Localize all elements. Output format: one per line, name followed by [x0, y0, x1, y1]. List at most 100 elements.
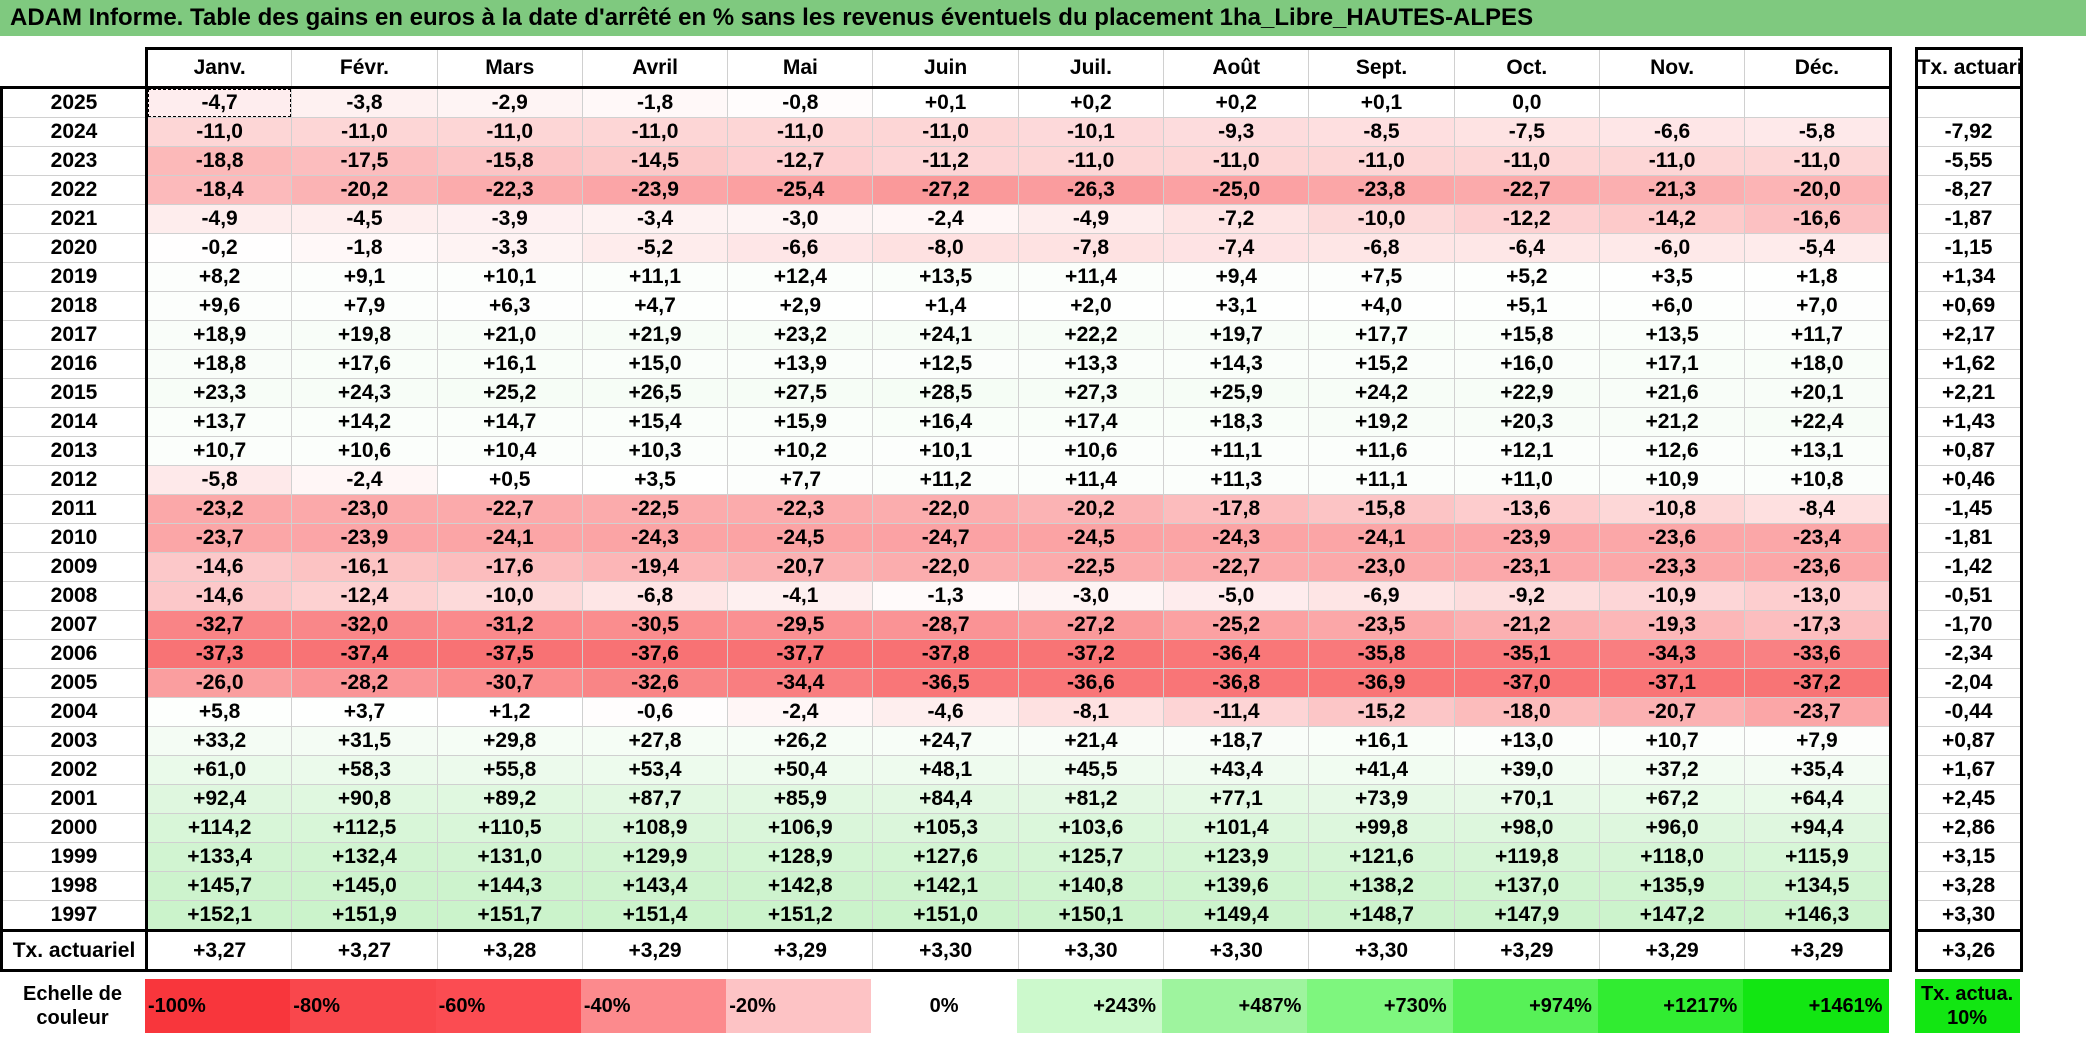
value-cell: +28,5 — [872, 378, 1019, 408]
year-cell: 2005 — [0, 668, 148, 698]
value-cell: +64,4 — [1744, 784, 1892, 814]
value-cell: +89,2 — [437, 784, 583, 814]
year-cell: 2015 — [0, 378, 148, 408]
value-cell: +10,3 — [582, 436, 729, 466]
value-cell: -21,3 — [1599, 175, 1746, 205]
value-cell: +110,5 — [437, 813, 583, 843]
value-cell: -4,7 — [146, 87, 293, 118]
value-cell: +25,2 — [437, 378, 583, 408]
year-cell: 2014 — [0, 407, 148, 437]
value-cell: +5,2 — [1454, 262, 1600, 292]
value-cell: -23,9 — [582, 175, 729, 205]
value-cell: +70,1 — [1454, 784, 1600, 814]
value-cell: +27,3 — [1018, 378, 1165, 408]
value-cell: -20,2 — [1018, 494, 1165, 524]
tx-actuariel-cell — [1914, 87, 2023, 118]
value-cell: +19,8 — [291, 320, 438, 350]
value-cell: -26,3 — [1018, 175, 1165, 205]
value-cell: -0,8 — [727, 87, 874, 118]
table-row: 2010 -23,7 -23,9 -24,1 -24,3 -24,5 -24,7 -24,5-… — [0, 523, 2023, 553]
value-cell: +3,5 — [1599, 262, 1746, 292]
value-cell: +10,4 — [437, 436, 583, 466]
value-cell: -35,1 — [1454, 639, 1600, 669]
value-cell — [1744, 87, 1892, 118]
value-cell: +20,3 — [1454, 407, 1600, 437]
value-cell: -28,2 — [291, 668, 438, 698]
tx-actuariel-value: +3,30 — [872, 930, 1019, 972]
value-cell: -10,0 — [1308, 204, 1455, 234]
value-cell: -24,3 — [1163, 523, 1310, 553]
value-cell: -8,0 — [872, 233, 1019, 263]
value-cell: +29,8 — [437, 726, 583, 756]
value-cell: +9,1 — [291, 262, 438, 292]
gap-cell — [1890, 494, 1917, 524]
table-row: 1998 +145,7 +145,0 +144,3 +143,4 +142,8 +142,1… — [0, 871, 2023, 901]
year-cell: 2000 — [0, 813, 148, 843]
table-row: 2009 -14,6 -16,1 -17,6 -19,4 -20,7 -22,0 -22,5-… — [0, 552, 2023, 582]
tx-actuariel-value: +3,30 — [1018, 930, 1165, 972]
gap-cell — [1890, 523, 1917, 553]
value-cell: +17,7 — [1308, 320, 1455, 350]
gap-cell — [1890, 204, 1917, 234]
gap-cell — [1890, 668, 1917, 698]
gap-cell — [1890, 320, 1917, 350]
value-cell: -12,7 — [727, 146, 874, 176]
value-cell: +39,0 — [1454, 755, 1600, 785]
tx-actuariel-total: +3,26 — [1914, 929, 2023, 972]
tx-actuariel-cell: +3,15 — [1914, 842, 2023, 872]
value-cell: -5,8 — [1744, 117, 1892, 147]
value-cell: +84,4 — [872, 784, 1019, 814]
value-cell: -17,8 — [1163, 494, 1310, 524]
year-cell: 2008 — [0, 581, 148, 611]
value-cell: +26,5 — [582, 378, 729, 408]
value-cell: -23,4 — [1744, 523, 1892, 553]
table-row: 2005 -26,0 -28,2 -30,7 -32,6 -34,4 -36,5 -36,6-… — [0, 668, 2023, 698]
value-cell: +55,8 — [437, 755, 583, 785]
value-cell: -3,4 — [582, 204, 729, 234]
table-row: 2019 +8,2 +9,1 +10,1 +11,1 +12,4 +13,5 +11,4 +9,… — [0, 262, 2023, 292]
value-cell: -37,3 — [146, 639, 293, 669]
value-cell: +90,8 — [291, 784, 438, 814]
value-cell: -11,0 — [727, 117, 874, 147]
value-cell: +131,0 — [437, 842, 583, 872]
value-cell: +41,4 — [1308, 755, 1455, 785]
color-scale-row: Echelle de couleur -100% -80% -60% -40% -20% 0… — [0, 979, 2020, 1033]
value-cell: -32,6 — [582, 668, 729, 698]
color-scale-cell: -20% — [726, 979, 872, 1033]
value-cell: -11,0 — [146, 117, 293, 147]
value-cell: +123,9 — [1163, 842, 1310, 872]
tx-actuariel-value: +3,28 — [437, 930, 583, 972]
value-cell: -34,4 — [727, 668, 874, 698]
value-cell: -22,0 — [872, 552, 1019, 582]
value-cell: +37,2 — [1599, 755, 1746, 785]
value-cell: -22,0 — [872, 494, 1019, 524]
value-cell: -14,6 — [146, 552, 293, 582]
color-scale-cell: +974% — [1452, 979, 1598, 1033]
value-cell: +112,5 — [291, 813, 438, 843]
color-scale-cell: -40% — [580, 979, 727, 1033]
value-cell: -20,0 — [1744, 175, 1892, 205]
color-scale-cell: +1217% — [1597, 979, 1744, 1033]
value-cell: -1,8 — [582, 87, 729, 118]
value-cell: +18,8 — [146, 349, 293, 379]
value-cell: -34,3 — [1599, 639, 1746, 669]
gap-cell — [1890, 378, 1917, 408]
month-header: Oct. — [1454, 47, 1600, 89]
value-cell: +21,4 — [1018, 726, 1165, 756]
value-cell: -37,2 — [1744, 668, 1892, 698]
value-cell: -18,8 — [146, 146, 293, 176]
value-cell: +73,9 — [1308, 784, 1455, 814]
table-row: 2017 +18,9 +19,8 +21,0 +21,9 +23,2 +24,1 +22,2 +… — [0, 320, 2023, 350]
month-header: Sept. — [1308, 47, 1455, 89]
value-cell: +3,7 — [291, 697, 438, 727]
value-cell: +7,5 — [1308, 262, 1455, 292]
value-cell: -4,9 — [146, 204, 293, 234]
tx-actuariel-cell: +0,87 — [1914, 436, 2023, 466]
value-cell: -6,8 — [582, 581, 729, 611]
tx-actuariel-value: +3,30 — [1308, 930, 1455, 972]
year-cell: 2025 — [0, 87, 148, 118]
gains-table: Janv. Févr. Mars Avril Mai Juin Juil. Août Sept.… — [0, 47, 2023, 972]
tx-actuariel-cell: -0,44 — [1914, 697, 2023, 727]
value-cell: +11,7 — [1744, 320, 1892, 350]
value-cell: -3,0 — [1018, 581, 1165, 611]
